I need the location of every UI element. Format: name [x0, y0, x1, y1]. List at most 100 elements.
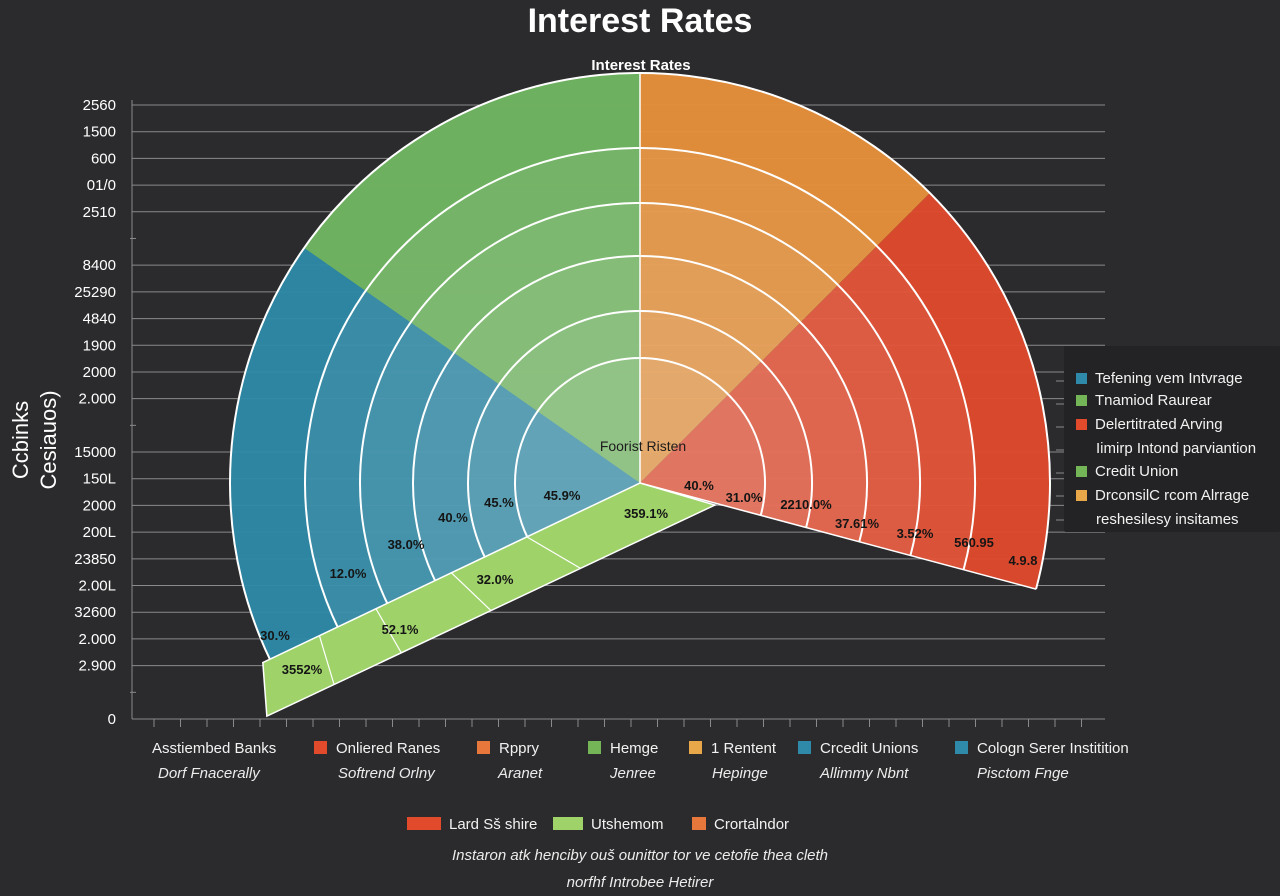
legend-label: Tefening vem Intvrage [1095, 370, 1243, 387]
y-tick-label: 23850 [74, 551, 116, 568]
legend-sublabel: Hepinge [712, 765, 768, 782]
legend-label: Lard Sš shire [449, 816, 538, 833]
y-axis-title-line: Cesiauos) [36, 390, 61, 489]
y-axis-title: Ccbinks Cesiauos) [8, 390, 61, 489]
legend-item: Iimirp Intond parviantion [1096, 440, 1256, 457]
data-label: 32.0% [477, 572, 514, 587]
y-tick-label: 150L [83, 471, 116, 488]
y-tick-label: 1500 [83, 124, 116, 141]
legend-swatch [553, 817, 583, 830]
page-title: Interest Rates [527, 2, 753, 40]
ring-outline [304, 147, 976, 631]
legend-swatch [1076, 490, 1087, 501]
legend-swatch [798, 741, 811, 754]
legend-sublabel: Aranet [498, 765, 543, 782]
footer-legend: Lard Sš shire Utshemom Crortalndor [0, 816, 1280, 840]
ring-outline [412, 255, 868, 583]
legend-swatch [955, 741, 968, 754]
y-tick-label: 0 [108, 711, 116, 728]
legend-label: Rppry [499, 740, 540, 757]
legend-item: Cologn Serer Institition [955, 740, 1129, 757]
footnote-line: Instaron atk henciby ouš ounittor tor ve… [451, 847, 829, 864]
legend-label: Credit Union [1095, 463, 1179, 480]
legend-swatch [689, 741, 702, 754]
data-label: 2210.0% [780, 497, 832, 512]
legend-item: Hemge [588, 740, 658, 757]
legend-item: Crcedit Unions [798, 740, 918, 757]
legend-label: 1 Rentent [711, 740, 777, 757]
y-tick-label: 2510 [83, 204, 116, 221]
y-tick-label: 25290 [74, 284, 116, 301]
wedge-divider [526, 536, 581, 569]
legend-swatch [588, 741, 601, 754]
data-label: 3552% [282, 662, 323, 677]
legend-item: 1 Rentent [689, 740, 776, 757]
legend-label: Asstiembed Banks [152, 740, 277, 757]
y-tick-label: 01/0 [87, 177, 116, 194]
legend-label: Delertitrated Arving [1095, 416, 1223, 433]
y-tick-label: 2.000 [78, 391, 116, 408]
ring-outline [359, 202, 921, 607]
y-tick-label: 2000 [83, 364, 116, 381]
legend-sublabel: Jenree [610, 765, 656, 782]
legend-label: Hemge [610, 740, 659, 757]
legend-sublabel: Pisctom Fnge [977, 765, 1069, 782]
outer-arc [229, 72, 1051, 664]
center-label: Foorist Risten [600, 438, 686, 454]
ring-outline [467, 310, 813, 559]
legend-label: reshesilesy insitames [1096, 511, 1239, 528]
data-label: 40.% [438, 510, 468, 525]
legend-label: Crortalndor [714, 816, 790, 833]
data-label: 30.% [260, 628, 290, 643]
legend-sublabel: Allimmy Nbnt [820, 765, 909, 782]
data-label: 40.% [684, 478, 714, 493]
legend-item: reshesilesy insitames [1096, 511, 1239, 528]
y-tick-label: 4840 [83, 311, 116, 328]
legend-label: Tnamiod Raurear [1095, 392, 1212, 409]
y-tick-label: 600 [91, 150, 116, 167]
footnote-line: norfhf Introbee Hetirer [566, 874, 714, 891]
y-tick-label: 2.00L [78, 578, 116, 595]
data-label: 31.0% [726, 490, 763, 505]
legend-item: Tnamiod Raurear [1076, 392, 1212, 409]
data-label: 12.0% [330, 566, 367, 581]
y-tick-label: 2.000 [78, 631, 116, 648]
legend-sublabel: Dorf Fnacerally [158, 765, 260, 782]
legend-swatch [1076, 466, 1087, 477]
legend-swatch [1076, 395, 1087, 406]
y-tick-label: 2000 [83, 497, 116, 514]
legend-item: Asstiembed Banks [152, 740, 276, 757]
chart-subtitle: Interest Rates [591, 57, 690, 74]
data-label: 4.9.8 [1009, 553, 1038, 568]
legend-label: Utshemom [591, 816, 664, 833]
pie-slice [262, 482, 718, 718]
y-tick-label: 2560 [83, 97, 116, 114]
legend-item: Crortalndor [692, 816, 789, 833]
ring-outline [514, 357, 766, 539]
data-label: 45.9% [544, 488, 581, 503]
pie-slice [640, 193, 1050, 590]
y-tick-label: 200L [83, 524, 116, 541]
data-label: 560.95 [954, 535, 994, 550]
data-label: 359.1% [624, 506, 669, 521]
legend-swatch [1076, 419, 1087, 430]
y-tick-label: 32600 [74, 604, 116, 621]
legend-swatch [407, 817, 441, 830]
wedge-divider [450, 572, 492, 612]
legend-item: Rppry [477, 740, 539, 757]
data-label: 38.0% [388, 537, 425, 552]
legend-item: Credit Union [1076, 463, 1178, 480]
bottom-legend: Asstiembed Banks Dorf Fnacerally Onliere… [0, 738, 1280, 788]
legend-swatch [692, 817, 706, 830]
y-axis-title-line: Ccbinks [8, 401, 33, 479]
legend-sublabel: Softrend Orlny [338, 765, 435, 782]
data-label: 52.1% [382, 622, 419, 637]
legend-label: Crcedit Unions [820, 740, 919, 757]
legend-item: Lard Sš shire [407, 816, 537, 833]
wedge-divider [318, 635, 335, 685]
y-tick-label: 2.900 [78, 658, 116, 675]
pie-slice [304, 73, 640, 483]
y-tick-label: 8400 [83, 257, 116, 274]
data-label: 45.% [484, 495, 514, 510]
